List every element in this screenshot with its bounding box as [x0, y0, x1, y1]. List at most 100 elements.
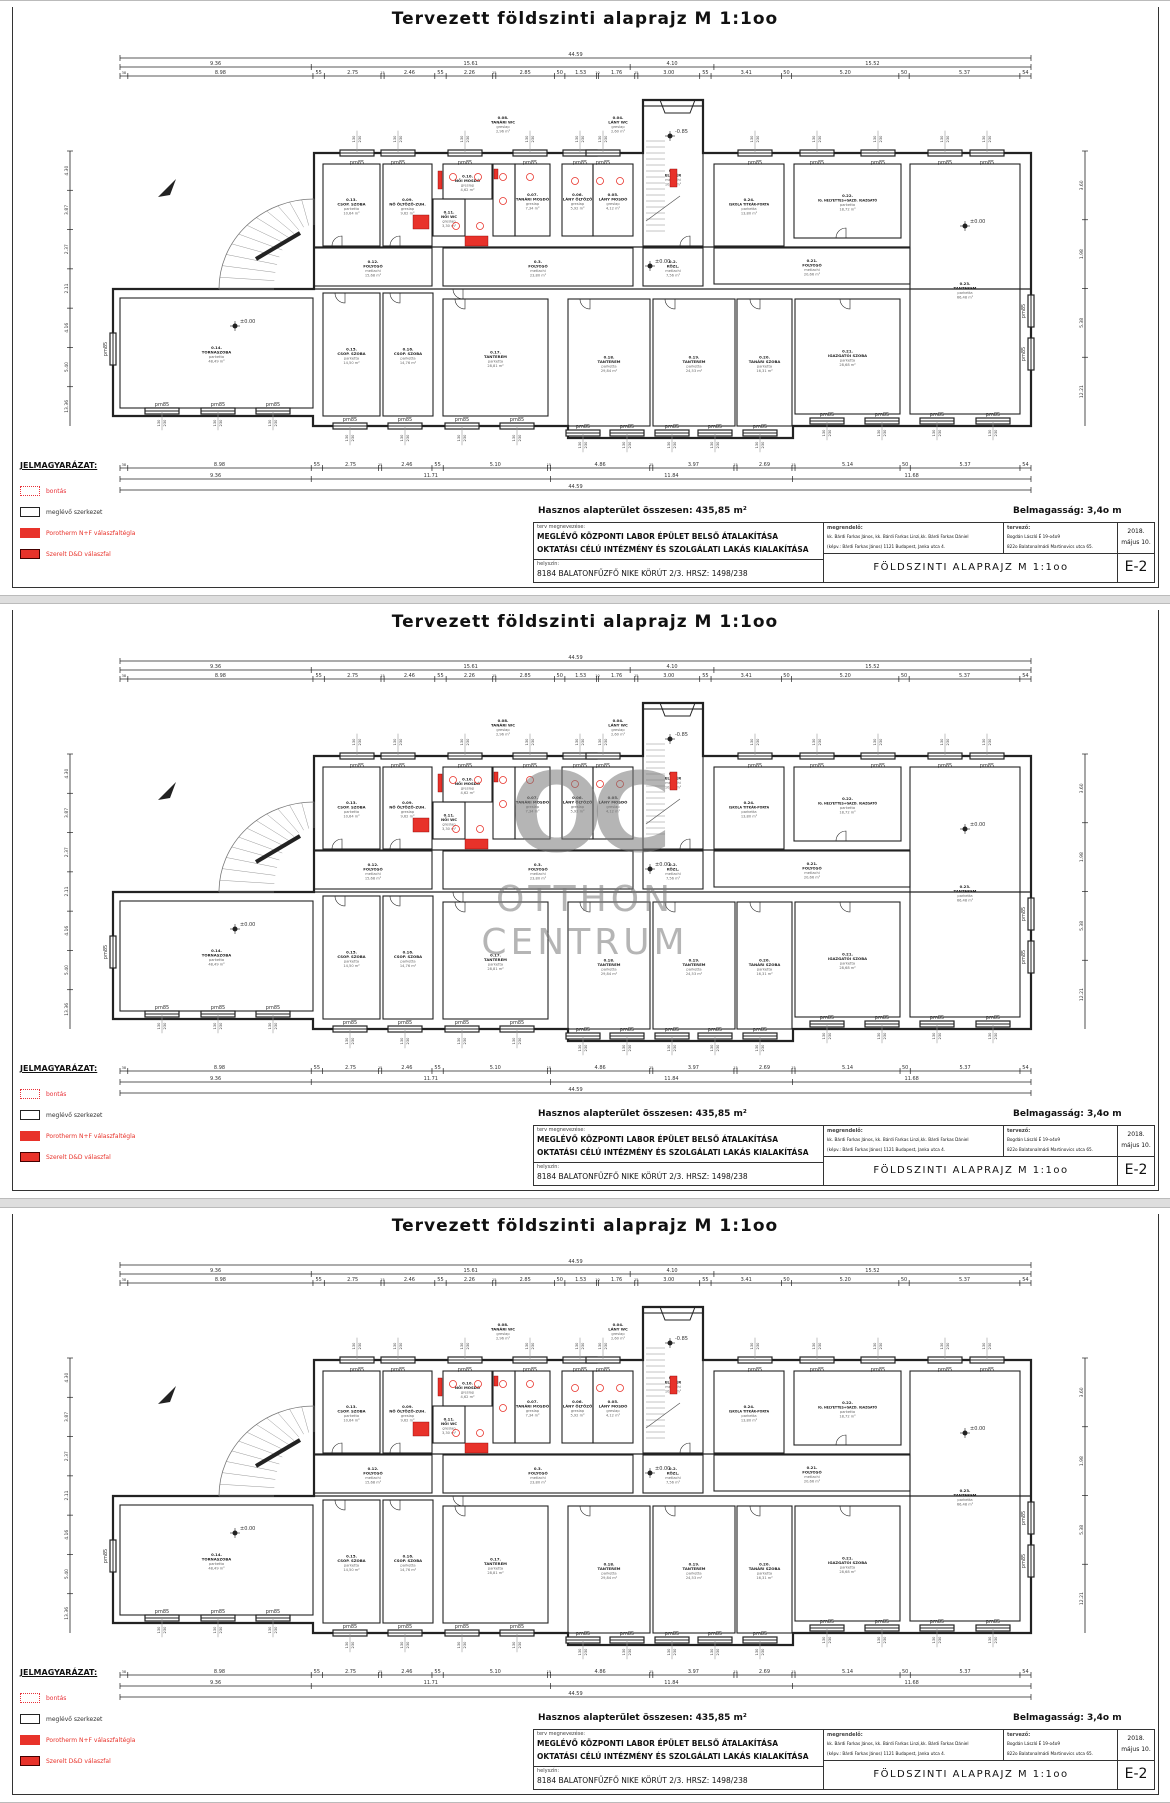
window: pm85 130 230: [387, 1020, 423, 1049]
room-floor-finish: parketta: [209, 355, 224, 359]
dimension-label: 15: [492, 1278, 496, 1282]
new-partition-wall: [464, 235, 489, 247]
room-name: NŐI WC: [441, 817, 457, 822]
dimension-label: 38: [122, 1066, 126, 1070]
dimension-label: 15: [733, 463, 737, 467]
legend-swatch: [20, 1756, 40, 1766]
window: pm85 130 230: [200, 1005, 236, 1034]
room-area: 28,81 m²: [487, 967, 504, 971]
legend-item: meglévő szerkezet: [20, 507, 102, 517]
window-head-height: 230: [883, 429, 887, 437]
room-area: 5,92 m²: [570, 810, 585, 814]
dimension-label: 15: [649, 463, 653, 467]
sheet-title: FÖLDSZINTI ALAPRAJZ M 1:1oo: [873, 1769, 1069, 1780]
sanitary-fixture-icon: [499, 776, 507, 784]
dimension-chain: 44.59: [119, 484, 1032, 493]
room-floor-finish: parketta: [957, 1498, 972, 1502]
window: pm85 130 230: [860, 1337, 896, 1373]
title-block-cell: tervező: Bogdán László É 19-o4o9 822o Bala…: [1004, 1126, 1118, 1157]
legend-swatch: [20, 1152, 40, 1162]
window-label: pm85: [748, 1367, 762, 1373]
dimension-label: 55: [434, 1065, 440, 1071]
room-number: 0.06.: [572, 1399, 583, 1404]
window-label: pm85: [523, 763, 537, 769]
room-name: NŐ ÖLTÖZŐ-ZUH.: [389, 805, 426, 810]
room-name: TANTEREM: [598, 1566, 621, 1571]
room-number: 0.16.: [403, 950, 414, 955]
dimension-label: 15: [634, 71, 638, 75]
door-swing: [839, 1505, 851, 1517]
room-number: 0.19.: [689, 355, 700, 360]
room-outline: [382, 163, 433, 247]
window: pm85 130 230: [447, 733, 483, 769]
window: pm85 130 230: [927, 733, 963, 769]
room-name: TANTEREM: [484, 957, 507, 962]
room-number: 0.04.: [613, 718, 624, 723]
dimension-label: 15: [547, 463, 551, 467]
room-name: CSOP. SZOBA: [394, 1558, 422, 1563]
dimension-label: 15: [378, 1670, 382, 1674]
window-sill-height: 130: [512, 1037, 516, 1045]
dimension-label: 38: [122, 463, 126, 467]
window-sill-height: 130: [457, 1641, 461, 1649]
window: pm85 130 230: [512, 733, 548, 769]
window: pm85: [1021, 897, 1035, 931]
window-head-height: 230: [761, 1044, 765, 1052]
room-name: LÁNY ÖLTÖZŐ: [563, 197, 593, 202]
room-outline: [322, 895, 381, 1020]
window: pm85 130 230: [332, 1020, 368, 1049]
room-floor-finish: greslap: [571, 1409, 585, 1413]
room-name: NŐI MOSDÓ: [455, 781, 481, 786]
ceiling-height: Belmagasság: 3,4o m: [1013, 506, 1122, 516]
dimension-label: 5.20: [840, 1277, 851, 1283]
sanitary-fixture-icon: [499, 1404, 507, 1412]
room-floor-finish: greslap: [461, 787, 475, 791]
window-head-height: 230: [219, 1022, 223, 1030]
plan-name-line1: MEGLÉVŐ KÖZPONTI LABOR ÉPÜLET BELSŐ ÁTAL…: [537, 1135, 779, 1144]
room-number: 0.07.: [527, 795, 538, 800]
room-number: 0.08.: [498, 1322, 509, 1327]
room-outline: [642, 247, 704, 287]
room-outline: [567, 1505, 651, 1634]
level-label: -0.85: [675, 129, 688, 135]
window: pm85: [1021, 294, 1035, 328]
new-partition-wall: [464, 1442, 489, 1454]
title-block: terv megnevezése: MEGLÉVŐ KÖZPONTI LABOR …: [533, 522, 1155, 583]
dimension-label: 55: [315, 673, 321, 679]
dimension-label: 8.98: [214, 462, 225, 468]
window-sill-height: 130: [750, 1342, 754, 1350]
room-outline: [736, 298, 793, 427]
dimension-label: 50: [783, 1277, 789, 1283]
sanitary-fixture-icon: [526, 173, 534, 181]
room-outline: [642, 1312, 704, 1454]
room-number: 0.12.: [368, 862, 379, 867]
room-outline: [592, 1370, 634, 1444]
window-head-height: 230: [358, 135, 362, 143]
window: pm85: [1021, 1544, 1035, 1578]
window-label: pm85: [350, 160, 364, 166]
dimension-label: 54: [1022, 1065, 1028, 1071]
title-block-cell: helyszín: 8184 BALATONFŰZFŐ NIKE KÖRÚT 2/…: [534, 1163, 824, 1186]
room-outline: [794, 901, 901, 1018]
window-sill-height: 130: [352, 135, 356, 143]
dimension-label: 12.21: [1079, 385, 1085, 398]
window-head-height: 230: [219, 419, 223, 427]
window: pm85 130 230: [255, 1609, 291, 1638]
window: pm85 130 230: [969, 130, 1005, 166]
room-name: CSOP. SZOBA: [337, 1409, 365, 1414]
dimension-label: 4.30: [64, 166, 70, 176]
room-number: 0.05.: [608, 192, 619, 197]
window-head-height: 230: [604, 135, 608, 143]
window-head-height: 230: [604, 738, 608, 746]
room-outline: [432, 198, 466, 237]
room-floor-finish: parketta: [601, 365, 616, 369]
room-outline: [652, 298, 736, 427]
dimension-label: 4.30: [64, 769, 70, 779]
window-sill-height: 130: [525, 1342, 529, 1350]
room-area: 23,80 m²: [530, 274, 547, 278]
